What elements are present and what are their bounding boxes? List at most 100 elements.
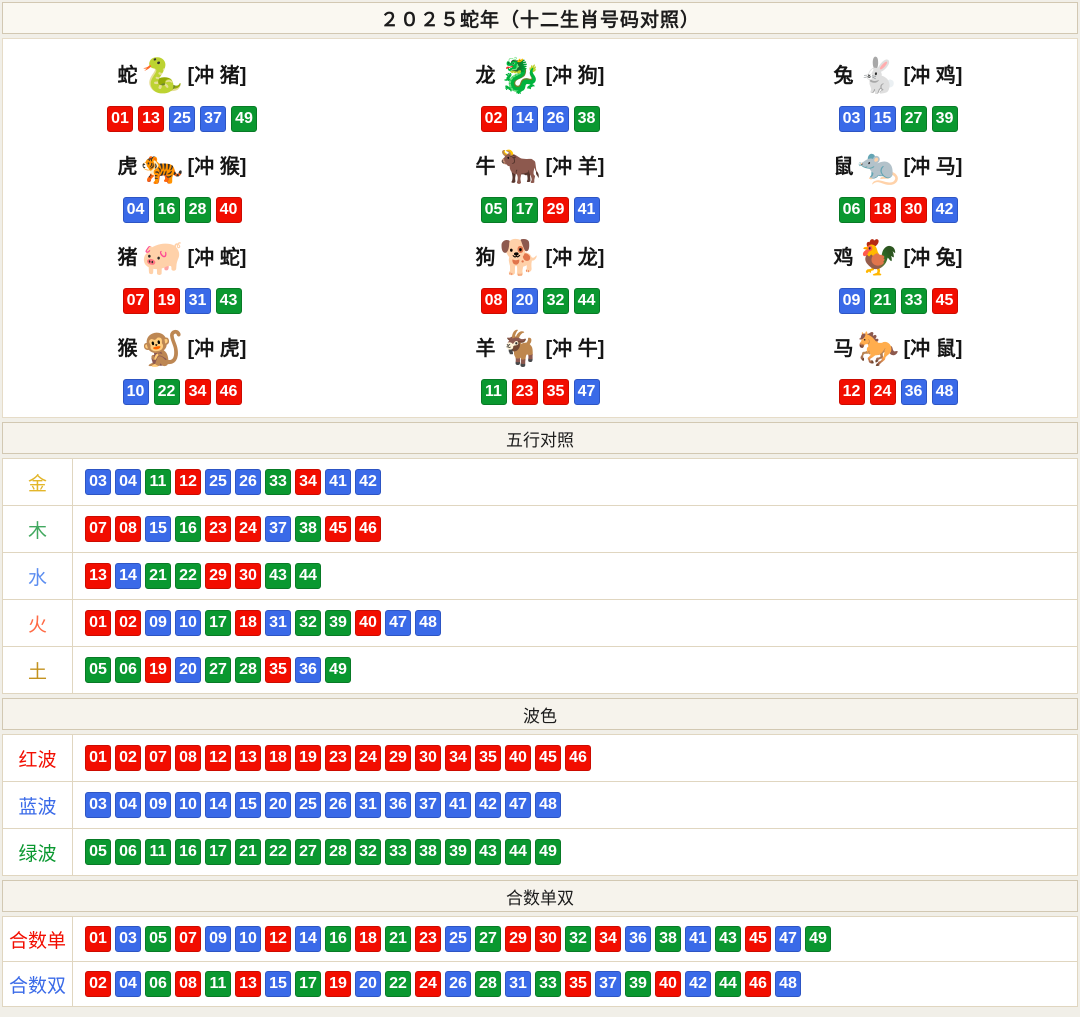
zodiac-number-row: 02 14 26 38 xyxy=(480,105,600,132)
row-number-list: 05 06 11 16 17 21 22 27 28 32 33 38 39 43 44 49 xyxy=(73,829,561,875)
number-ball: 35 xyxy=(542,378,569,405)
number-ball: 39 xyxy=(445,839,471,865)
number-ball: 16 xyxy=(153,196,180,223)
number-ball: 06 xyxy=(115,839,141,865)
number-ball: 05 xyxy=(85,839,111,865)
zodiac-clash-label: [冲 马] xyxy=(903,155,963,178)
goat-icon: 🐐 xyxy=(499,329,542,368)
number-ball: 12 xyxy=(838,378,865,405)
number-ball: 03 xyxy=(838,105,865,132)
number-ball: 33 xyxy=(900,287,927,314)
number-ball: 33 xyxy=(385,839,411,865)
number-ball: 46 xyxy=(565,745,591,771)
zodiac-clash-label: [冲 虎] xyxy=(187,337,247,360)
zodiac-title: 狗 🐕 [冲 龙] xyxy=(476,236,605,280)
number-ball: 27 xyxy=(205,657,231,683)
number-ball: 17 xyxy=(295,971,321,997)
number-ball: 27 xyxy=(900,105,927,132)
number-ball: 30 xyxy=(415,745,441,771)
zodiac-clash-label: [冲 鼠] xyxy=(903,337,963,360)
number-ball: 44 xyxy=(715,971,741,997)
zodiac-number-row: 04 16 28 40 xyxy=(122,196,242,223)
number-ball: 15 xyxy=(235,792,261,818)
zodiac-name: 兔 xyxy=(833,64,854,87)
rabbit-icon: 🐇 xyxy=(857,56,900,95)
zodiac-name: 鼠 xyxy=(833,155,854,178)
number-ball: 49 xyxy=(231,105,257,132)
section-header-five-elements: 五行对照 xyxy=(2,422,1078,454)
number-ball: 26 xyxy=(235,469,261,495)
table-row: 绿波 05 06 11 16 17 21 22 27 28 32 33 38 39 43 44 49 xyxy=(2,828,1078,876)
number-ball: 13 xyxy=(85,563,111,589)
table-row: 水 13 14 21 22 29 30 43 44 xyxy=(2,552,1078,600)
row-label: 土 xyxy=(3,647,73,693)
number-ball: 02 xyxy=(85,971,111,997)
number-ball: 17 xyxy=(511,196,538,223)
number-ball: 30 xyxy=(535,926,561,952)
page-title-bar: ２０２５蛇年（十二生肖号码对照） xyxy=(2,2,1078,34)
number-ball: 07 xyxy=(85,516,111,542)
number-ball: 26 xyxy=(445,971,471,997)
number-ball: 31 xyxy=(505,971,531,997)
number-ball: 19 xyxy=(145,657,171,683)
number-ball: 16 xyxy=(175,839,201,865)
row-label: 绿波 xyxy=(3,829,73,875)
number-ball: 39 xyxy=(931,105,958,132)
number-ball: 05 xyxy=(480,196,507,223)
number-ball: 43 xyxy=(475,839,501,865)
number-ball: 15 xyxy=(869,105,896,132)
number-ball: 22 xyxy=(265,839,291,865)
zodiac-title: 虎 🐅 [冲 猴] xyxy=(118,145,247,189)
number-ball: 42 xyxy=(931,196,958,223)
number-ball: 20 xyxy=(511,287,538,314)
number-ball: 40 xyxy=(355,610,381,636)
number-ball: 31 xyxy=(355,792,381,818)
number-ball: 04 xyxy=(115,971,141,997)
number-ball: 43 xyxy=(715,926,741,952)
dog-icon: 🐕 xyxy=(499,238,542,277)
zodiac-number-row: 03 15 27 39 xyxy=(838,105,958,132)
zodiac-cell-tiger: 虎 🐅 [冲 猴] 04 16 28 40 xyxy=(3,138,361,229)
section-rows-five-elements: 金 03 04 11 12 25 26 33 34 41 42 木 07 08 15 16 23 24 37 38 45… xyxy=(2,458,1078,694)
number-ball: 41 xyxy=(325,469,351,495)
number-ball: 48 xyxy=(535,792,561,818)
zodiac-clash-label: [冲 羊] xyxy=(545,155,605,178)
zodiac-clash-label: [冲 牛] xyxy=(545,337,605,360)
number-ball: 06 xyxy=(838,196,865,223)
zodiac-number-row: 01 13 25 37 49 xyxy=(107,105,257,132)
table-row: 蓝波 03 04 09 10 14 15 20 25 26 31 36 37 41 42 47 48 xyxy=(2,781,1078,829)
number-ball: 47 xyxy=(385,610,411,636)
number-ball: 08 xyxy=(115,516,141,542)
zodiac-name: 虎 xyxy=(117,155,138,178)
number-ball: 12 xyxy=(265,926,291,952)
number-ball: 29 xyxy=(542,196,569,223)
number-ball: 17 xyxy=(205,610,231,636)
number-ball: 30 xyxy=(235,563,261,589)
number-ball: 42 xyxy=(355,469,381,495)
zodiac-cell-goat: 羊 🐐 [冲 牛] 11 23 35 47 xyxy=(361,320,719,411)
number-ball: 18 xyxy=(355,926,381,952)
number-ball: 44 xyxy=(295,563,321,589)
number-ball: 04 xyxy=(115,792,141,818)
row-number-list: 01 02 09 10 17 18 31 32 39 40 47 48 xyxy=(73,600,441,646)
table-row: 合数双 02 04 06 08 11 13 15 17 19 20 22 24 26 28 31 33 35 37 3… xyxy=(2,961,1078,1007)
number-ball: 10 xyxy=(122,378,149,405)
number-ball: 34 xyxy=(595,926,621,952)
row-label: 木 xyxy=(3,506,73,552)
number-ball: 15 xyxy=(145,516,171,542)
zodiac-title: 猴 🐒 [冲 虎] xyxy=(118,327,247,371)
number-ball: 23 xyxy=(511,378,538,405)
number-ball: 39 xyxy=(625,971,651,997)
ox-icon: 🐂 xyxy=(499,147,542,186)
zodiac-cell-ox: 牛 🐂 [冲 羊] 05 17 29 41 xyxy=(361,138,719,229)
number-ball: 06 xyxy=(115,657,141,683)
number-ball: 34 xyxy=(184,378,211,405)
number-ball: 47 xyxy=(573,378,600,405)
number-ball: 08 xyxy=(480,287,507,314)
zodiac-cell-rooster: 鸡 🐓 [冲 兔] 09 21 33 45 xyxy=(719,229,1077,320)
number-ball: 19 xyxy=(325,971,351,997)
number-ball: 12 xyxy=(175,469,201,495)
zodiac-name: 龙 xyxy=(475,64,496,87)
number-ball: 02 xyxy=(115,745,141,771)
zodiac-cell-horse: 马 🐎 [冲 鼠] 12 24 36 48 xyxy=(719,320,1077,411)
